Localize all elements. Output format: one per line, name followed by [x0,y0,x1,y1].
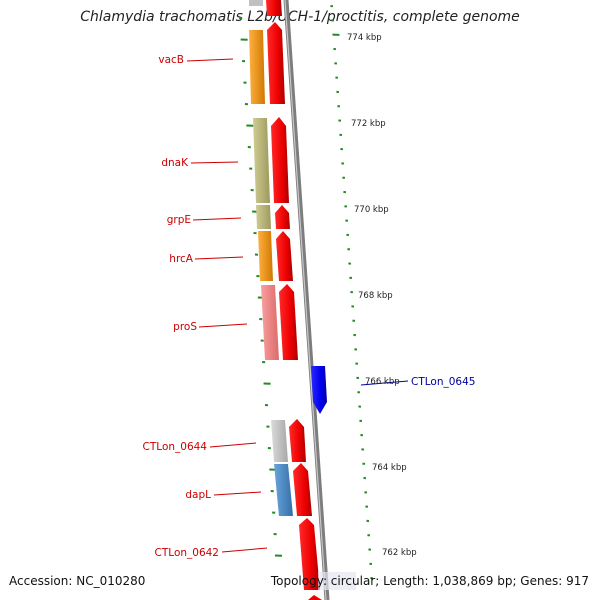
genome-backbone [283,0,330,600]
gene-label-hrcA[interactable]: hrcA [169,253,194,265]
gene-label-grpE[interactable]: grpE [167,214,191,226]
gene-arrow-dapL[interactable] [293,463,312,516]
gene-arrow-vacB[interactable] [267,22,285,104]
accession-text: Accession: NC_010280 [9,574,146,588]
gene-arrow-CTLon_0642[interactable] [299,518,320,590]
cog-bar-hrcA [258,231,273,281]
gene-arrow-grpE[interactable] [275,205,290,229]
gene-arrow-proS[interactable] [279,284,298,360]
gene-label-dnaK[interactable]: dnaK [161,157,189,169]
cog-bar-top [249,0,263,6]
scale-label-766: 766 kbp [365,377,400,387]
gene-label-CTLon_0642[interactable]: CTLon_0642 [155,547,219,559]
gene-arrows [266,0,327,600]
label-leader-lines [186,58,409,553]
scale-label-774: 774 kbp [347,33,382,43]
genome-summary-text: Topology: circular; Length: 1,038,869 bp… [270,574,589,588]
scale-tick-marks [330,5,374,580]
cog-bar-dapL [274,464,293,516]
gene-label-dapL[interactable]: dapL [185,489,211,501]
cog-bar-dnaK [253,118,270,203]
scale-label-770: 770 kbp [354,205,389,215]
gene-arrow-CTLon_0644[interactable] [289,419,306,462]
gene-labels: vacB dnaK grpE hrcA proS CTLon_0645 CTLo… [143,54,476,559]
cog-color-bars [249,0,293,516]
cog-bar-vacB [249,30,265,104]
gene-arrow-dnaK[interactable] [271,117,289,203]
gene-arrow-top[interactable] [266,0,282,16]
gene-arrow-bottom [308,595,322,600]
scale-label-772: 772 kbp [351,119,386,129]
map-title: Chlamydia trachomatis L2b/UCH-1/proctiti… [80,9,520,25]
gene-label-proS[interactable]: proS [173,321,197,333]
scale-label-768: 768 kbp [358,291,393,301]
cog-bar-proS [261,285,279,360]
gene-arrow-CTLon_0645[interactable] [311,366,327,414]
scale-label-762: 762 kbp [382,548,417,558]
region-highlight [318,572,356,590]
gene-label-CTLon_0644[interactable]: CTLon_0644 [143,441,208,453]
scale-labels: 774 kbp 772 kbp 770 kbp 768 kbp 766 kbp … [347,33,417,558]
gene-label-vacB[interactable]: vacB [158,54,184,66]
gene-label-CTLon_0645[interactable]: CTLon_0645 [411,376,475,388]
cog-bar-grpE [256,205,271,229]
gene-arrow-hrcA[interactable] [276,231,293,281]
scale-label-764: 764 kbp [372,463,407,473]
cog-bar-CTLon_0644 [271,420,288,462]
